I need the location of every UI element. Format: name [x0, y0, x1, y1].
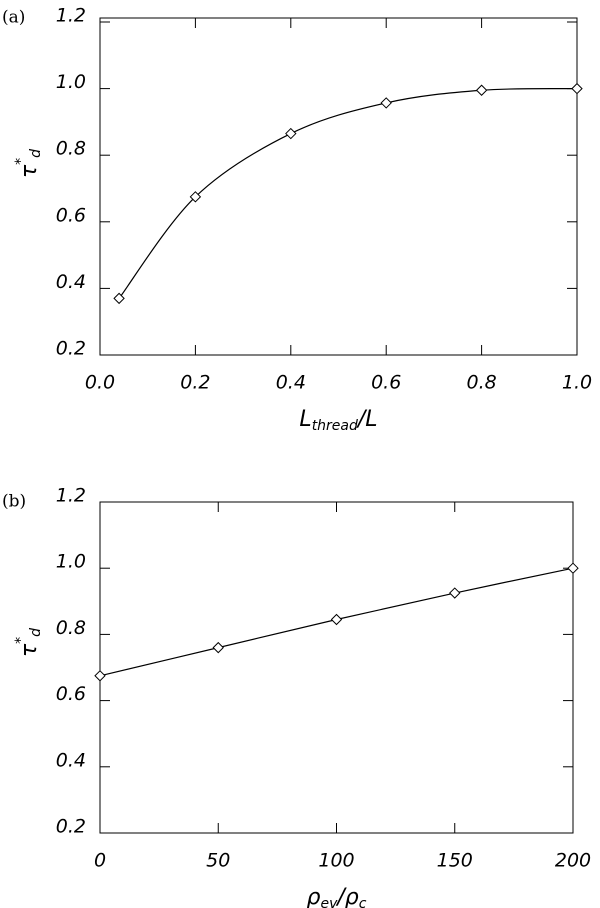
y-axis-title-part: d — [28, 149, 44, 158]
x-axis-title: ρev/ρc — [307, 885, 367, 908]
data-point — [285, 127, 297, 140]
x-tick-label: 50 — [206, 850, 230, 872]
data-point — [380, 97, 392, 109]
y-tick-label: 0.8 — [56, 138, 86, 160]
y-tick-label: 0.8 — [56, 617, 86, 639]
y-tick-label: 0.2 — [56, 816, 86, 838]
x-tick-label: 150 — [437, 850, 473, 872]
x-tick-label: 1.0 — [562, 372, 592, 394]
plot-frame — [99, 17, 578, 356]
x-axis-title-part: /ρ — [335, 885, 358, 908]
y-tick-label: 1.0 — [56, 71, 86, 93]
y-tick-label: 0.6 — [56, 683, 86, 705]
data-point — [449, 587, 461, 599]
x-axis-title-part: L — [299, 407, 311, 432]
series-line — [118, 88, 578, 299]
data-point — [94, 670, 106, 682]
data-point — [567, 562, 579, 574]
x-tick-label: 0.0 — [85, 372, 115, 394]
y-axis-title: τ*d — [13, 149, 44, 178]
panel-label: (a) — [2, 8, 25, 28]
y-tick-label: 0.2 — [56, 338, 86, 360]
x-axis-title-part: thread — [312, 418, 358, 434]
x-tick-label: 0.2 — [180, 372, 210, 394]
y-tick-label: 1.2 — [56, 5, 86, 27]
y-tick-label: 1.2 — [56, 485, 86, 507]
x-tick-label: 0 — [94, 850, 106, 872]
x-tick-label: 0.6 — [371, 372, 401, 394]
x-tick-label: 0.4 — [276, 372, 306, 394]
data-point — [475, 84, 488, 96]
y-tick-label: 0.6 — [56, 204, 86, 226]
data-point — [571, 82, 583, 95]
x-axis-title-part: ev — [320, 896, 338, 908]
y-axis-title-part: τ — [17, 164, 42, 178]
x-axis-title-part: /L — [356, 407, 378, 432]
x-tick-label: 100 — [318, 850, 354, 872]
data-point — [212, 641, 224, 654]
x-axis-title-part: c — [359, 896, 367, 908]
plot-frame — [99, 501, 574, 834]
panel-label: (b) — [2, 492, 26, 512]
y-tick-label: 0.4 — [56, 749, 86, 771]
x-axis-title: Lthread/L — [299, 407, 377, 434]
y-tick-label: 1.0 — [56, 551, 86, 573]
data-point — [330, 613, 343, 626]
x-axis-title-part: ρ — [307, 885, 321, 908]
y-axis-title: τ*d — [13, 628, 44, 657]
y-axis-title-part: τ — [17, 643, 42, 657]
y-axis-title-part: * — [13, 637, 29, 644]
y-tick-label: 0.4 — [56, 271, 86, 293]
x-tick-label: 200 — [555, 850, 591, 872]
x-tick-label: 0.8 — [466, 372, 496, 394]
y-axis-title-part: d — [28, 628, 44, 637]
y-axis-title-part: * — [13, 158, 29, 165]
data-point — [189, 191, 202, 203]
data-point — [113, 292, 125, 305]
